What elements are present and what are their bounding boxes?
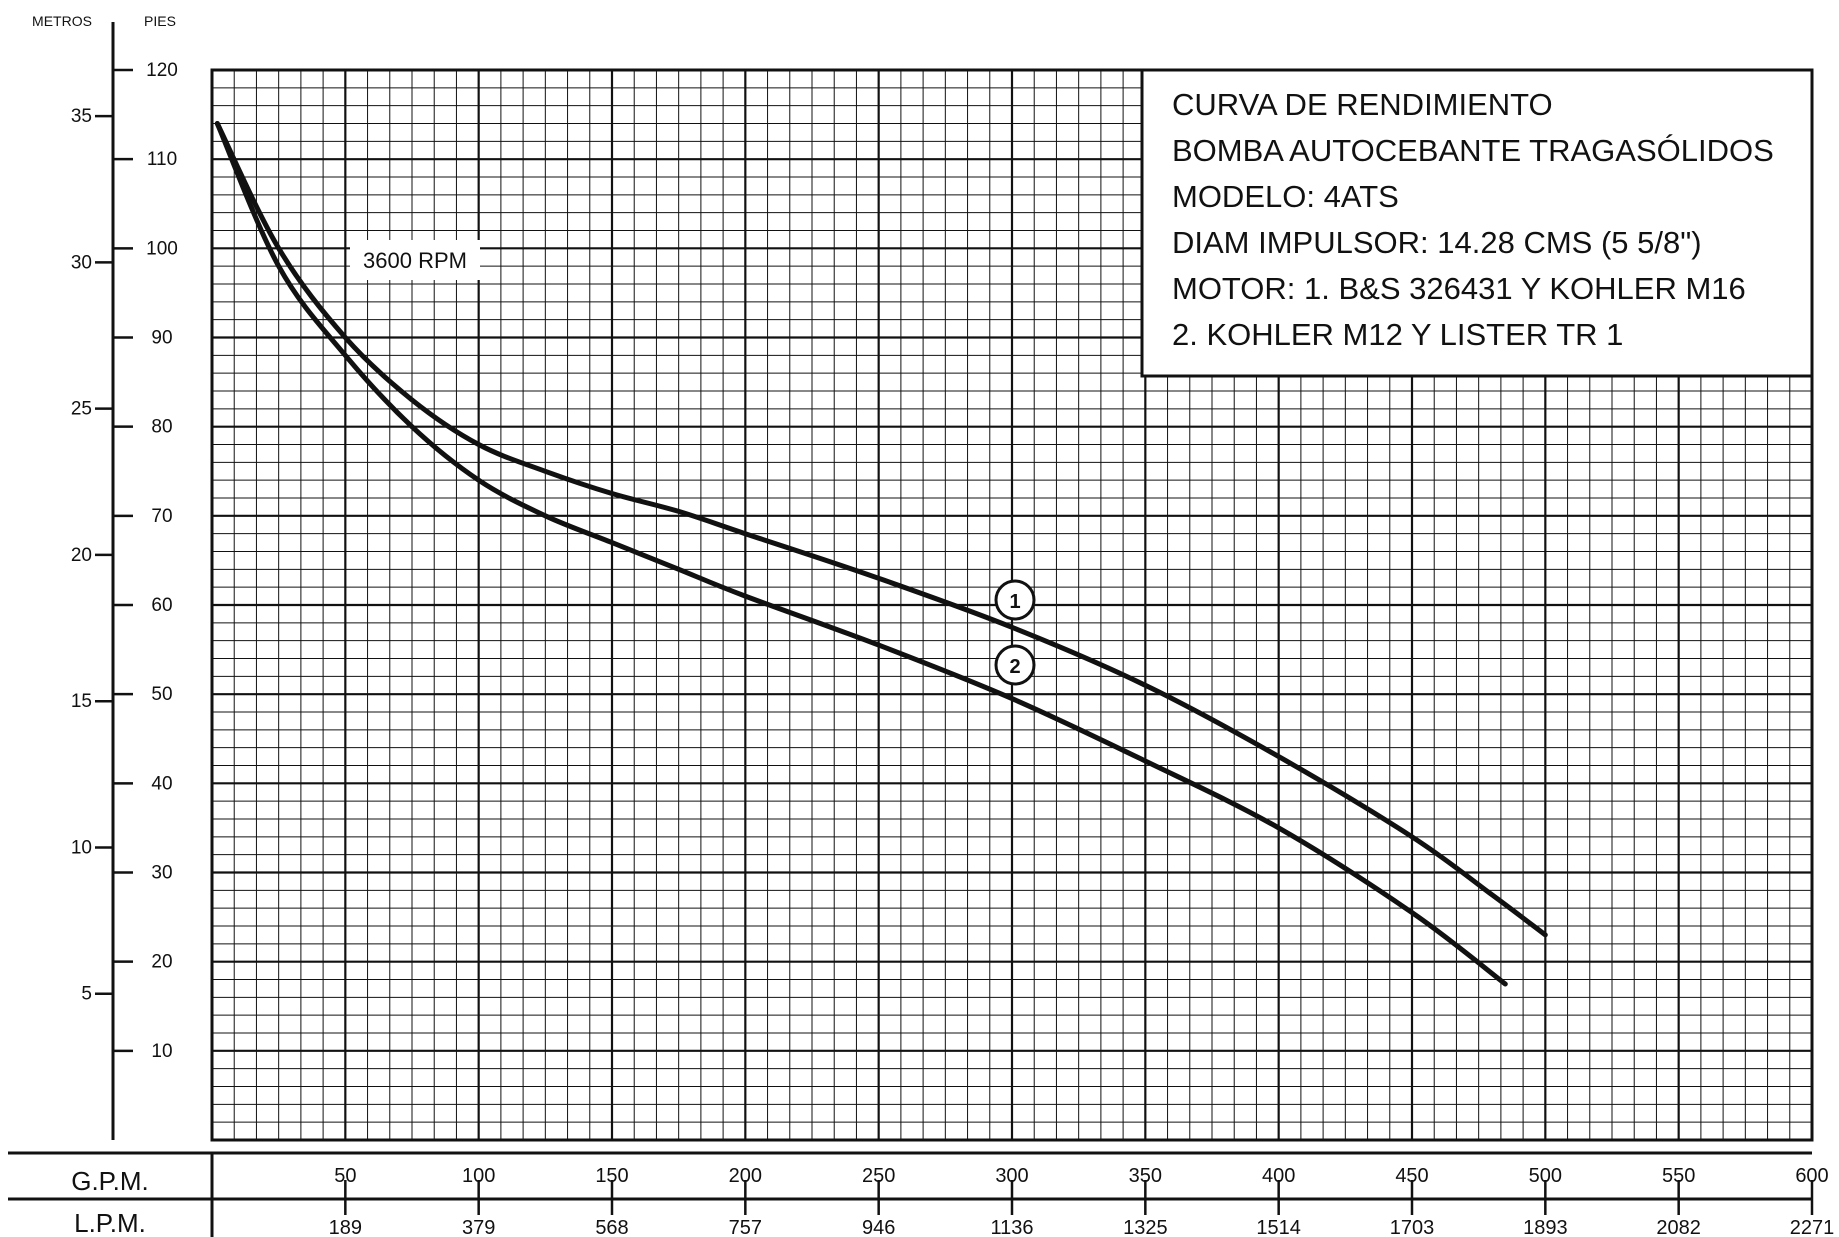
pies-ticks: 10 20 30 40 50 60 70 80 90 100 110 120 xyxy=(113,60,178,1062)
gpm-ticks: 50 100 150 200 250 300 350 400 450 500 550 600 xyxy=(334,1165,1829,1215)
gpm-tick-label-300: 300 xyxy=(995,1165,1028,1187)
metros-axis-label: METROS xyxy=(32,13,92,29)
metros-tick-label-35: 35 xyxy=(71,106,92,127)
gpm-tick-label-50: 50 xyxy=(334,1165,356,1187)
pies-tick-label-60: 60 xyxy=(151,595,172,616)
lpm-tick-label-1136: 1136 xyxy=(990,1217,1033,1237)
lpm-tick-label-379: 379 xyxy=(462,1217,495,1237)
pies-tick-label-90: 90 xyxy=(151,328,172,349)
gpm-tick-label-450: 450 xyxy=(1395,1165,1428,1187)
axes: METROS PIES xyxy=(32,13,176,1140)
title-line-2: BOMBA AUTOCEBANTE TRAGASÓLIDOS xyxy=(1172,133,1774,168)
lpm-tick-label-2271: 2271 xyxy=(1790,1217,1835,1237)
lpm-ticks: 189 379 568 757 946 1136 1325 1514 1703 1893 2082 2… xyxy=(329,1217,1835,1237)
metros-tick-label-15: 15 xyxy=(71,691,92,712)
title-line-4: DIAM IMPULSOR: 14.28 CMS (5 5/8") xyxy=(1172,225,1702,260)
metros-tick-label-5: 5 xyxy=(81,984,92,1005)
rpm-label-background xyxy=(350,240,480,280)
lpm-tick-label-757: 757 xyxy=(729,1217,762,1237)
gpm-tick-label-400: 400 xyxy=(1262,1165,1295,1187)
gpm-tick-label-250: 250 xyxy=(862,1165,895,1187)
pies-tick-label-110: 110 xyxy=(147,149,177,170)
curve-marker-1-label: 1 xyxy=(1009,591,1020,613)
metros-tick-label-10: 10 xyxy=(71,837,92,858)
title-line-1: CURVA DE RENDIMIENTO xyxy=(1172,87,1553,122)
metros-tick-label-20: 20 xyxy=(71,545,92,566)
title-box-frame xyxy=(1140,68,1814,378)
lpm-row-label: L.P.M. xyxy=(74,1208,146,1237)
gpm-tick-label-150: 150 xyxy=(595,1165,628,1187)
metros-tick-label-25: 25 xyxy=(71,399,92,420)
pies-tick-label-20: 20 xyxy=(151,952,172,973)
lpm-tick-label-1893: 1893 xyxy=(1523,1217,1568,1237)
curve-marker-1: 1 xyxy=(994,579,1036,621)
gpm-tick-label-500: 500 xyxy=(1529,1165,1562,1187)
plot-frame xyxy=(210,68,1814,1142)
lpm-tick-label-189: 189 xyxy=(329,1217,362,1237)
curve-marker-1-circle xyxy=(994,579,1036,621)
gpm-tick-label-350: 350 xyxy=(1129,1165,1162,1187)
gpm-tick-label-550: 550 xyxy=(1662,1165,1695,1187)
rpm-label-box: 3600 RPM xyxy=(350,240,480,280)
pies-tick-label-40: 40 xyxy=(151,773,172,794)
pies-tick-label-70: 70 xyxy=(151,506,172,527)
pies-tick-label-120: 120 xyxy=(146,60,178,81)
lpm-tick-label-1325: 1325 xyxy=(1123,1217,1168,1237)
pies-tick-label-30: 30 xyxy=(151,863,172,884)
curve-series-2 xyxy=(214,121,1508,987)
gpm-tick-label-200: 200 xyxy=(729,1165,762,1187)
gpm-row-label: G.P.M. xyxy=(71,1166,149,1196)
curve-marker-2: 2 xyxy=(994,644,1036,686)
x-axis-table: G.P.M. L.P.M. xyxy=(8,1151,1812,1237)
title-box: CURVA DE RENDIMIENTO BOMBA AUTOCEBANTE T… xyxy=(1140,68,1814,378)
metros-tick-label-30: 30 xyxy=(71,252,92,273)
title-line-3: MODELO: 4ATS xyxy=(1172,179,1399,214)
pies-tick-label-80: 80 xyxy=(151,417,172,438)
title-line-6: 2. KOHLER M12 Y LISTER TR 1 xyxy=(1172,317,1623,352)
lpm-tick-label-568: 568 xyxy=(595,1217,628,1237)
gpm-tick-label-600: 600 xyxy=(1795,1165,1828,1187)
pies-tick-label-10: 10 xyxy=(151,1041,172,1062)
lpm-tick-label-2082: 2082 xyxy=(1656,1217,1701,1237)
lpm-tick-label-946: 946 xyxy=(862,1217,895,1237)
curve-marker-2-label: 2 xyxy=(1009,656,1020,678)
pies-tick-label-50: 50 xyxy=(151,684,172,705)
pies-tick-label-100: 100 xyxy=(146,238,178,259)
lpm-tick-label-1703: 1703 xyxy=(1390,1217,1435,1237)
rpm-label: 3600 RPM xyxy=(363,248,467,273)
pies-axis-label: PIES xyxy=(144,13,176,29)
lpm-tick-label-1514: 1514 xyxy=(1256,1217,1301,1237)
gpm-tick-label-100: 100 xyxy=(462,1165,495,1187)
metros-ticks: 5 10 15 20 25 30 35 xyxy=(71,106,113,1005)
curve-marker-2-circle xyxy=(994,644,1036,686)
title-line-5: MOTOR: 1. B&S 326431 Y KOHLER M16 xyxy=(1172,271,1746,306)
curves xyxy=(214,121,1548,987)
curve-series-1 xyxy=(214,121,1548,938)
